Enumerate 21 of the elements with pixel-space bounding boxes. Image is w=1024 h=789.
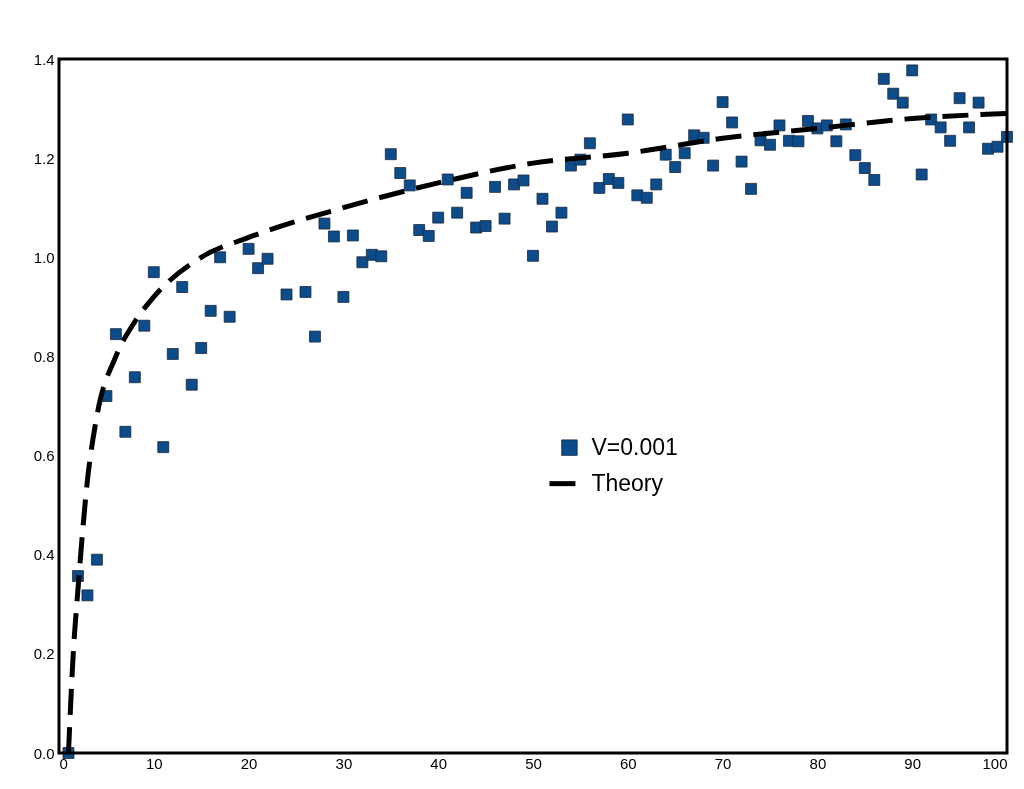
x-tick-label: 70 (714, 754, 732, 772)
y-tick-label: 0.2 (33, 645, 55, 663)
y-tick-label: 0.0 (33, 744, 55, 762)
y-tick-label: 1.2 (33, 149, 55, 167)
legend-label: V=0.001 (591, 433, 678, 460)
x-tick-label: 10 (145, 754, 163, 772)
x-tick-label: 100 (982, 754, 1008, 772)
y-tick-label: 1.4 (33, 50, 55, 68)
x-tick-label: 90 (904, 754, 922, 772)
x-tick-label: 30 (335, 754, 353, 772)
legend-label: Theory (591, 469, 664, 496)
x-tick-label: 20 (240, 754, 258, 772)
x-tick-label: 40 (430, 754, 448, 772)
y-tick-label: 1.0 (33, 248, 55, 266)
x-tick-label: 50 (525, 754, 542, 772)
x-tick-label: 0 (59, 754, 68, 772)
y-tick-label: 0.4 (33, 546, 55, 564)
x-tick-label: 80 (809, 754, 827, 772)
y-tick-label: 0.8 (33, 347, 55, 365)
y-tick-label: 0.6 (33, 447, 55, 465)
x-tick-label: 60 (619, 754, 637, 772)
